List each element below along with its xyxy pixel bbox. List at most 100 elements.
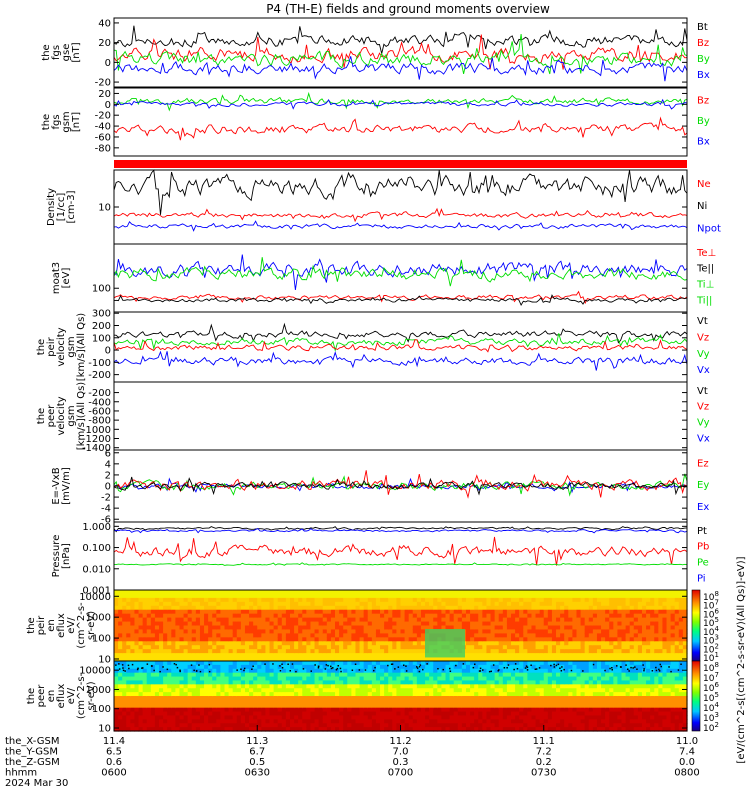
heatmap-cell	[139, 708, 144, 712]
heatmap-cell	[605, 719, 610, 723]
heatmap-cell	[536, 688, 541, 692]
heatmap-cell	[527, 606, 532, 611]
heatmap-cell	[634, 626, 639, 631]
heatmap-cell	[233, 653, 238, 658]
heatmap-cell	[638, 610, 643, 615]
heatmap-cell	[568, 680, 573, 684]
heatmap-cell	[143, 677, 148, 681]
heatmap-cell	[368, 606, 373, 611]
heatmap-cell	[634, 598, 639, 603]
heatmap-cell	[122, 590, 127, 595]
heatmap-cell	[306, 590, 311, 595]
heatmap-cell	[413, 645, 418, 650]
heatmap-cell	[286, 602, 291, 607]
heatmap-cell	[380, 723, 385, 727]
heatmap-cell	[126, 622, 131, 627]
heatmap-cell	[192, 680, 197, 684]
heatmap-cell	[466, 633, 471, 638]
heatmap-cell	[360, 633, 365, 638]
heatmap-cell	[184, 700, 189, 704]
heatmap-cell	[204, 684, 209, 688]
heatmap-cell	[118, 606, 123, 611]
heatmap-cell	[515, 637, 520, 642]
heatmap-cell	[241, 633, 246, 638]
heatmap-cell	[319, 712, 324, 716]
heatmap-cell	[286, 633, 291, 638]
heatmap-cell	[278, 715, 283, 719]
heatmap-cell	[179, 712, 184, 716]
heatmap-cell	[560, 704, 565, 708]
heatmap-cell	[364, 696, 369, 700]
heatmap-cell	[245, 629, 250, 634]
heatmap-cell	[425, 618, 430, 623]
heatmap-cell	[331, 614, 336, 619]
heatmap-cell	[126, 633, 131, 638]
heatmap-cell	[630, 606, 635, 611]
heatmap-cell	[556, 684, 561, 688]
heatmap-cell	[192, 594, 197, 599]
heatmap-cell	[519, 641, 524, 646]
heatmap-cell	[302, 629, 307, 634]
heatmap-cell	[425, 723, 430, 727]
heatmap-cell	[335, 649, 340, 654]
heatmap-cell	[134, 692, 139, 696]
heatmap-cell	[421, 598, 426, 603]
heatmap-cell	[613, 633, 618, 638]
heatmap-cell	[233, 649, 238, 654]
heatmap-cell	[433, 688, 438, 692]
heatmap-cell	[212, 700, 217, 704]
heatmap-cell	[327, 629, 332, 634]
heatmap-cell	[241, 653, 246, 658]
heatmap-cell	[634, 645, 639, 650]
heatmap-cell	[413, 622, 418, 627]
heatmap-cell	[486, 622, 491, 627]
heatmap-cell	[229, 622, 234, 627]
heatmap-cell	[495, 637, 500, 642]
heatmap-cell	[495, 712, 500, 716]
heatmap-cell	[225, 688, 230, 692]
heatmap-cell	[392, 673, 397, 677]
heatmap-cell	[458, 602, 463, 607]
heatmap-cell	[503, 715, 508, 719]
heatmap-cell	[441, 696, 446, 700]
heatmap-cell	[188, 633, 193, 638]
heatmap-cell	[630, 629, 635, 634]
heatmap-cell	[474, 688, 479, 692]
heatmap-cell	[319, 669, 324, 673]
heatmap-cell	[630, 653, 635, 658]
heatmap-cell	[225, 598, 230, 603]
heatmap-cell	[249, 684, 254, 688]
heatmap-cell	[593, 649, 598, 654]
heatmap-cell	[560, 594, 565, 599]
heatmap-cell	[233, 715, 238, 719]
heatmap-cell	[499, 661, 504, 665]
heatmap-cell	[237, 610, 242, 615]
heatmap-cell	[188, 606, 193, 611]
heatmap-cell	[331, 633, 336, 638]
heatmap-cell	[335, 645, 340, 650]
heatmap-cell	[601, 594, 606, 599]
heatmap-cell	[511, 610, 516, 615]
heatmap-cell	[355, 618, 360, 623]
heatmap-cell	[658, 633, 663, 638]
heatmap-cell	[364, 614, 369, 619]
heatmap-cell	[564, 653, 569, 658]
heatmap-cell	[466, 700, 471, 704]
heatmap-cell	[122, 610, 127, 615]
heatmap-cell	[437, 696, 442, 700]
heatmap-cell	[605, 626, 610, 631]
heatmap-cell	[134, 633, 139, 638]
heatmap-cell	[294, 618, 299, 623]
heatmap-cell	[462, 665, 467, 669]
heatmap-cell	[253, 618, 258, 623]
heatmap-cell	[454, 712, 459, 716]
heatmap-cell	[298, 719, 303, 723]
heatmap-cell	[118, 590, 123, 595]
heatmap-cell	[282, 626, 287, 631]
heatmap-cell	[306, 645, 311, 650]
heatmap-cell	[143, 622, 148, 627]
heatmap-cell	[159, 602, 164, 607]
heatmap-cell	[597, 723, 602, 727]
heatmap-cell	[495, 606, 500, 611]
heatmap-cell	[462, 610, 467, 615]
